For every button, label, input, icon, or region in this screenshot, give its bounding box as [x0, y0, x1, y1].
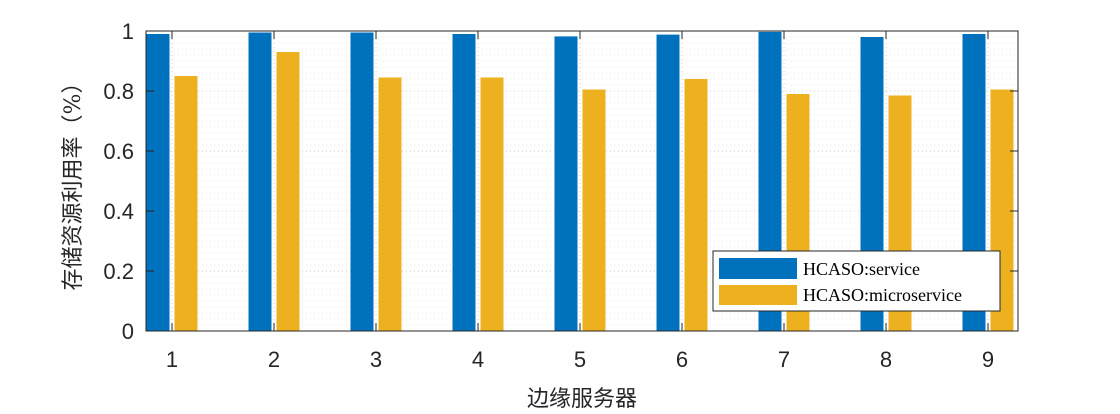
bar-service [248, 32, 272, 331]
grid [146, 31, 1018, 331]
legend-swatch-microservice [719, 285, 797, 305]
x-tick-label: 7 [778, 347, 790, 372]
bar-service [656, 34, 680, 331]
y-tick-label: 0.4 [103, 199, 134, 224]
x-tick-label: 5 [574, 347, 586, 372]
bar-service [452, 34, 476, 331]
legend-label-microservice: HCASO:microservice [803, 285, 962, 305]
x-tick-label: 6 [676, 347, 688, 372]
ticks: 0 0.2 0.4 0.6 0.8 1 1 2 3 4 5 6 7 8 9 [103, 19, 1018, 372]
bar-microservice [174, 76, 198, 331]
bar-service [554, 36, 578, 332]
bar-microservice [582, 89, 606, 331]
bar-microservice [276, 52, 300, 331]
legend-swatch-service [719, 258, 797, 279]
y-axis-title: 存储资源利用率（%） [61, 72, 86, 291]
y-tick-label: 1 [122, 19, 134, 44]
bar-microservice [378, 77, 402, 331]
x-tick-label: 2 [268, 347, 280, 372]
x-tick-label: 3 [370, 347, 382, 372]
x-axis-title: 边缘服务器 [527, 387, 637, 412]
bar-service [146, 34, 170, 331]
y-tick-label: 0.6 [103, 139, 134, 164]
y-tick-label: 0.2 [103, 259, 134, 284]
y-tick-label: 0.8 [103, 79, 134, 104]
x-tick-label: 4 [472, 347, 484, 372]
x-tick-label: 8 [880, 347, 892, 372]
bar-microservice [480, 77, 504, 331]
x-tick-label: 9 [982, 347, 994, 372]
legend-label-service: HCASO:service [803, 259, 920, 279]
x-tick-label: 1 [166, 347, 178, 372]
plot-frame [145, 30, 1019, 332]
bar-service [350, 32, 374, 331]
bar-microservice [684, 79, 708, 331]
legend: HCASO:service HCASO:microservice [712, 250, 1001, 312]
y-tick-label: 0 [122, 319, 134, 344]
